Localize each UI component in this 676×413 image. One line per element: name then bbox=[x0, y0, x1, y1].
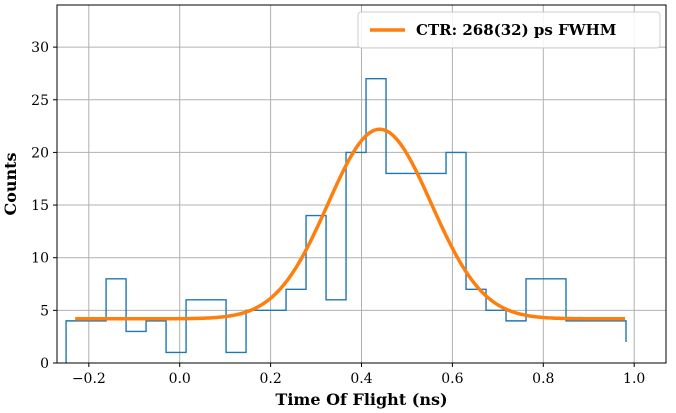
x-tick-label: −0.2 bbox=[72, 371, 106, 387]
y-tick-label: 20 bbox=[31, 145, 49, 161]
y-tick-label: 15 bbox=[31, 198, 49, 214]
legend-label-fit: CTR: 268(32) ps FWHM bbox=[416, 21, 616, 39]
y-tick-label: 25 bbox=[31, 93, 49, 109]
y-axis-title: Counts bbox=[1, 152, 20, 215]
legend-box bbox=[357, 11, 661, 49]
y-tick-label: 30 bbox=[31, 40, 49, 56]
y-tick-label: 0 bbox=[40, 356, 49, 372]
fit-line bbox=[75, 127, 626, 321]
grid bbox=[57, 5, 666, 364]
x-tick-label: 0.4 bbox=[350, 371, 372, 387]
y-axis: 0 5 10 15 20 25 30 bbox=[31, 40, 57, 372]
y-tick-label: 10 bbox=[31, 251, 49, 267]
x-tick-label: 0.0 bbox=[169, 371, 191, 387]
legend: CTR: 268(32) ps FWHM bbox=[357, 11, 661, 49]
x-axis: −0.2 0.0 0.2 0.4 0.6 0.8 1.0 bbox=[72, 363, 645, 387]
histogram bbox=[65, 78, 627, 363]
x-tick-label: 0.6 bbox=[441, 371, 463, 387]
fit-curve bbox=[75, 127, 626, 321]
histogram-steps bbox=[65, 78, 627, 363]
x-tick-label: 0.2 bbox=[259, 371, 281, 387]
x-tick-label: 1.0 bbox=[623, 371, 645, 387]
y-tick-label: 5 bbox=[40, 303, 49, 319]
x-axis-title: Time Of Flight (ns) bbox=[275, 390, 447, 409]
x-tick-label: 0.8 bbox=[532, 371, 554, 387]
